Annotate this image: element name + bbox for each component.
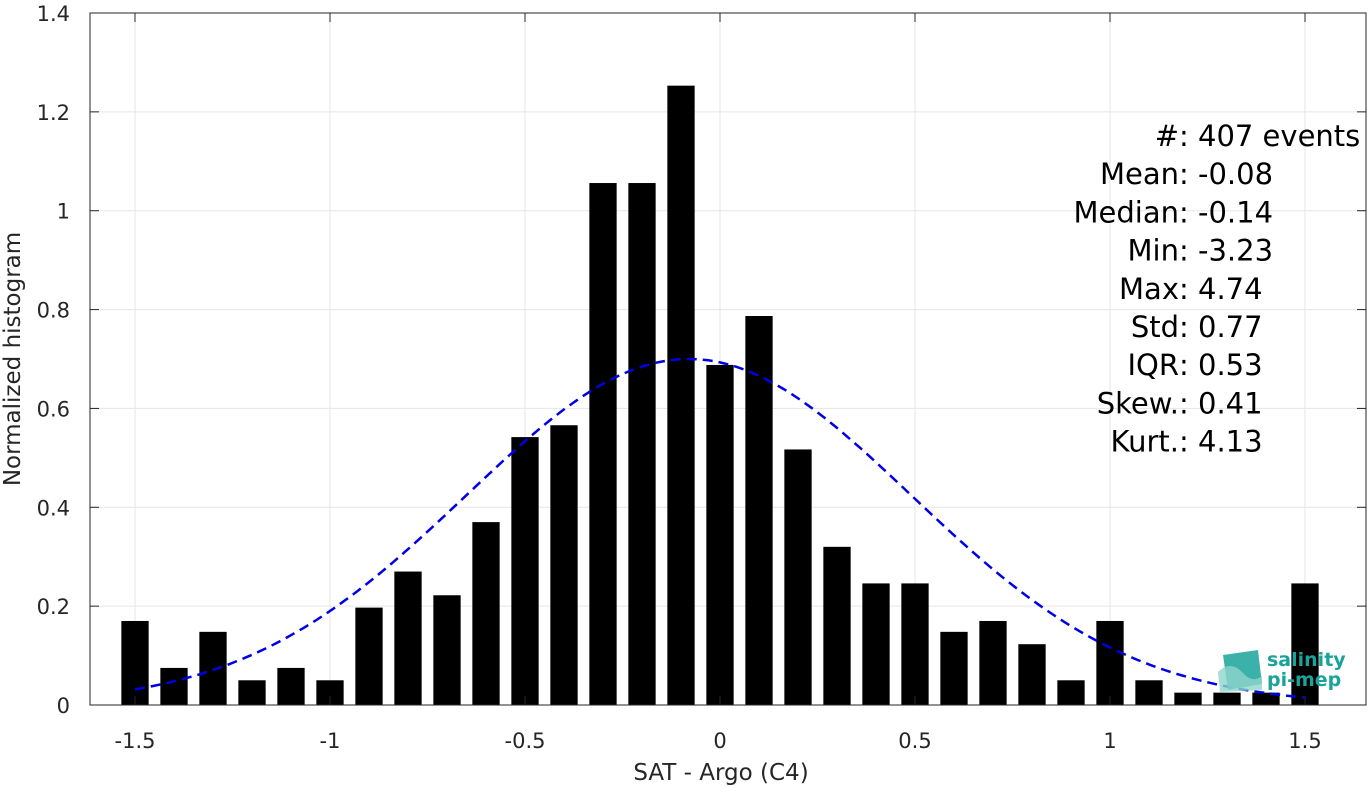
y-tick-label: 1: [57, 200, 70, 224]
stat-value: : -0.14: [1179, 195, 1273, 229]
x-axis-title: SAT - Argo (C4): [633, 760, 808, 786]
histogram-bar: [433, 595, 461, 705]
y-tick-label: 0: [57, 694, 70, 718]
stat-value: : -3.23: [1179, 234, 1273, 268]
y-tick-label: 0.4: [37, 496, 70, 520]
logo-line-1: salinity: [1267, 649, 1346, 671]
histogram-bar: [979, 620, 1007, 705]
y-tick-label: 0.8: [37, 299, 70, 323]
stat-label: Std: [1131, 310, 1179, 344]
logo-mark-icon: [1218, 650, 1262, 692]
histogram-bar: [1291, 583, 1319, 705]
stat-value: : 407 events: [1179, 119, 1360, 153]
stat-label: IQR: [1127, 348, 1179, 382]
y-tick-label: 1.2: [37, 101, 70, 125]
histogram-bar: [238, 680, 266, 705]
histogram-bar: [355, 607, 383, 705]
histogram-bar: [511, 437, 539, 705]
stat-label: Min: [1128, 234, 1179, 268]
x-tick-labels: -1.5 -1 -0.5 0 0.5 1 1.5: [115, 729, 1322, 753]
axes-box: [89, 12, 1367, 706]
histogram-bar: [394, 571, 422, 705]
salinity-pi-mep-logo: salinity pi-mep: [1218, 649, 1346, 692]
x-tick-label: 1: [1103, 729, 1116, 753]
histogram-bar: [160, 667, 188, 705]
normal-fit-curve: [134, 357, 1306, 699]
histogram-bar: [1096, 620, 1124, 705]
histogram-bar: [1018, 644, 1046, 705]
histogram-bar: [550, 425, 578, 705]
axes: [89, 12, 1367, 706]
x-tick-label: -1: [320, 729, 341, 753]
stat-label: #: [1155, 119, 1179, 153]
histogram-bar: [199, 631, 227, 705]
stat-value: : 4.13: [1179, 425, 1263, 459]
histogram-bar: [1213, 692, 1241, 705]
stat-label: Median: [1074, 195, 1179, 229]
stat-label: Skew.: [1097, 386, 1179, 420]
histogram-bar: [1252, 692, 1280, 705]
stat-value: : -0.08: [1179, 157, 1273, 191]
x-tick-label: -0.5: [505, 729, 546, 753]
histogram-bars: [121, 85, 1319, 705]
y-tick-labels: 0 0.2 0.4 0.6 0.8 1 1.2 1.4: [37, 2, 70, 718]
histogram-bar: [862, 583, 890, 705]
x-tick-label: 1.5: [1288, 729, 1321, 753]
histogram-bar: [745, 315, 773, 705]
stat-label: Kurt.: [1111, 425, 1179, 459]
histogram-bar: [1135, 680, 1163, 705]
histogram-bar: [589, 183, 617, 705]
x-tick-label: 0.5: [898, 729, 931, 753]
y-tick-label: 0.2: [37, 595, 70, 619]
stat-value: : 0.53: [1179, 348, 1263, 382]
histogram-bar: [940, 631, 968, 705]
stat-value: : 0.41: [1179, 386, 1263, 420]
histogram-bar: [706, 364, 734, 705]
stat-label: Max: [1119, 272, 1179, 306]
y-axis-title: Normalized histogram: [0, 232, 26, 486]
histogram-bar: [121, 620, 149, 705]
stat-label: Mean: [1100, 157, 1179, 191]
x-tick-label: 0: [713, 729, 726, 753]
histogram-bar: [1057, 680, 1085, 705]
histogram-bar: [823, 546, 851, 705]
histogram-bar: [667, 85, 695, 705]
logo-line-2: pi-mep: [1267, 669, 1341, 691]
histogram-bar: [277, 667, 305, 705]
histogram-bar: [1174, 692, 1202, 705]
y-tick-label: 0.6: [37, 397, 70, 421]
stat-value: : 4.74: [1179, 272, 1263, 306]
stat-value: : 0.77: [1179, 310, 1263, 344]
histogram-bar: [784, 449, 812, 705]
x-tick-label: -1.5: [115, 729, 156, 753]
histogram-bar: [901, 583, 929, 705]
histogram-bar: [628, 183, 656, 705]
y-tick-label: 1.4: [37, 2, 70, 26]
histogram-bar: [472, 522, 500, 705]
